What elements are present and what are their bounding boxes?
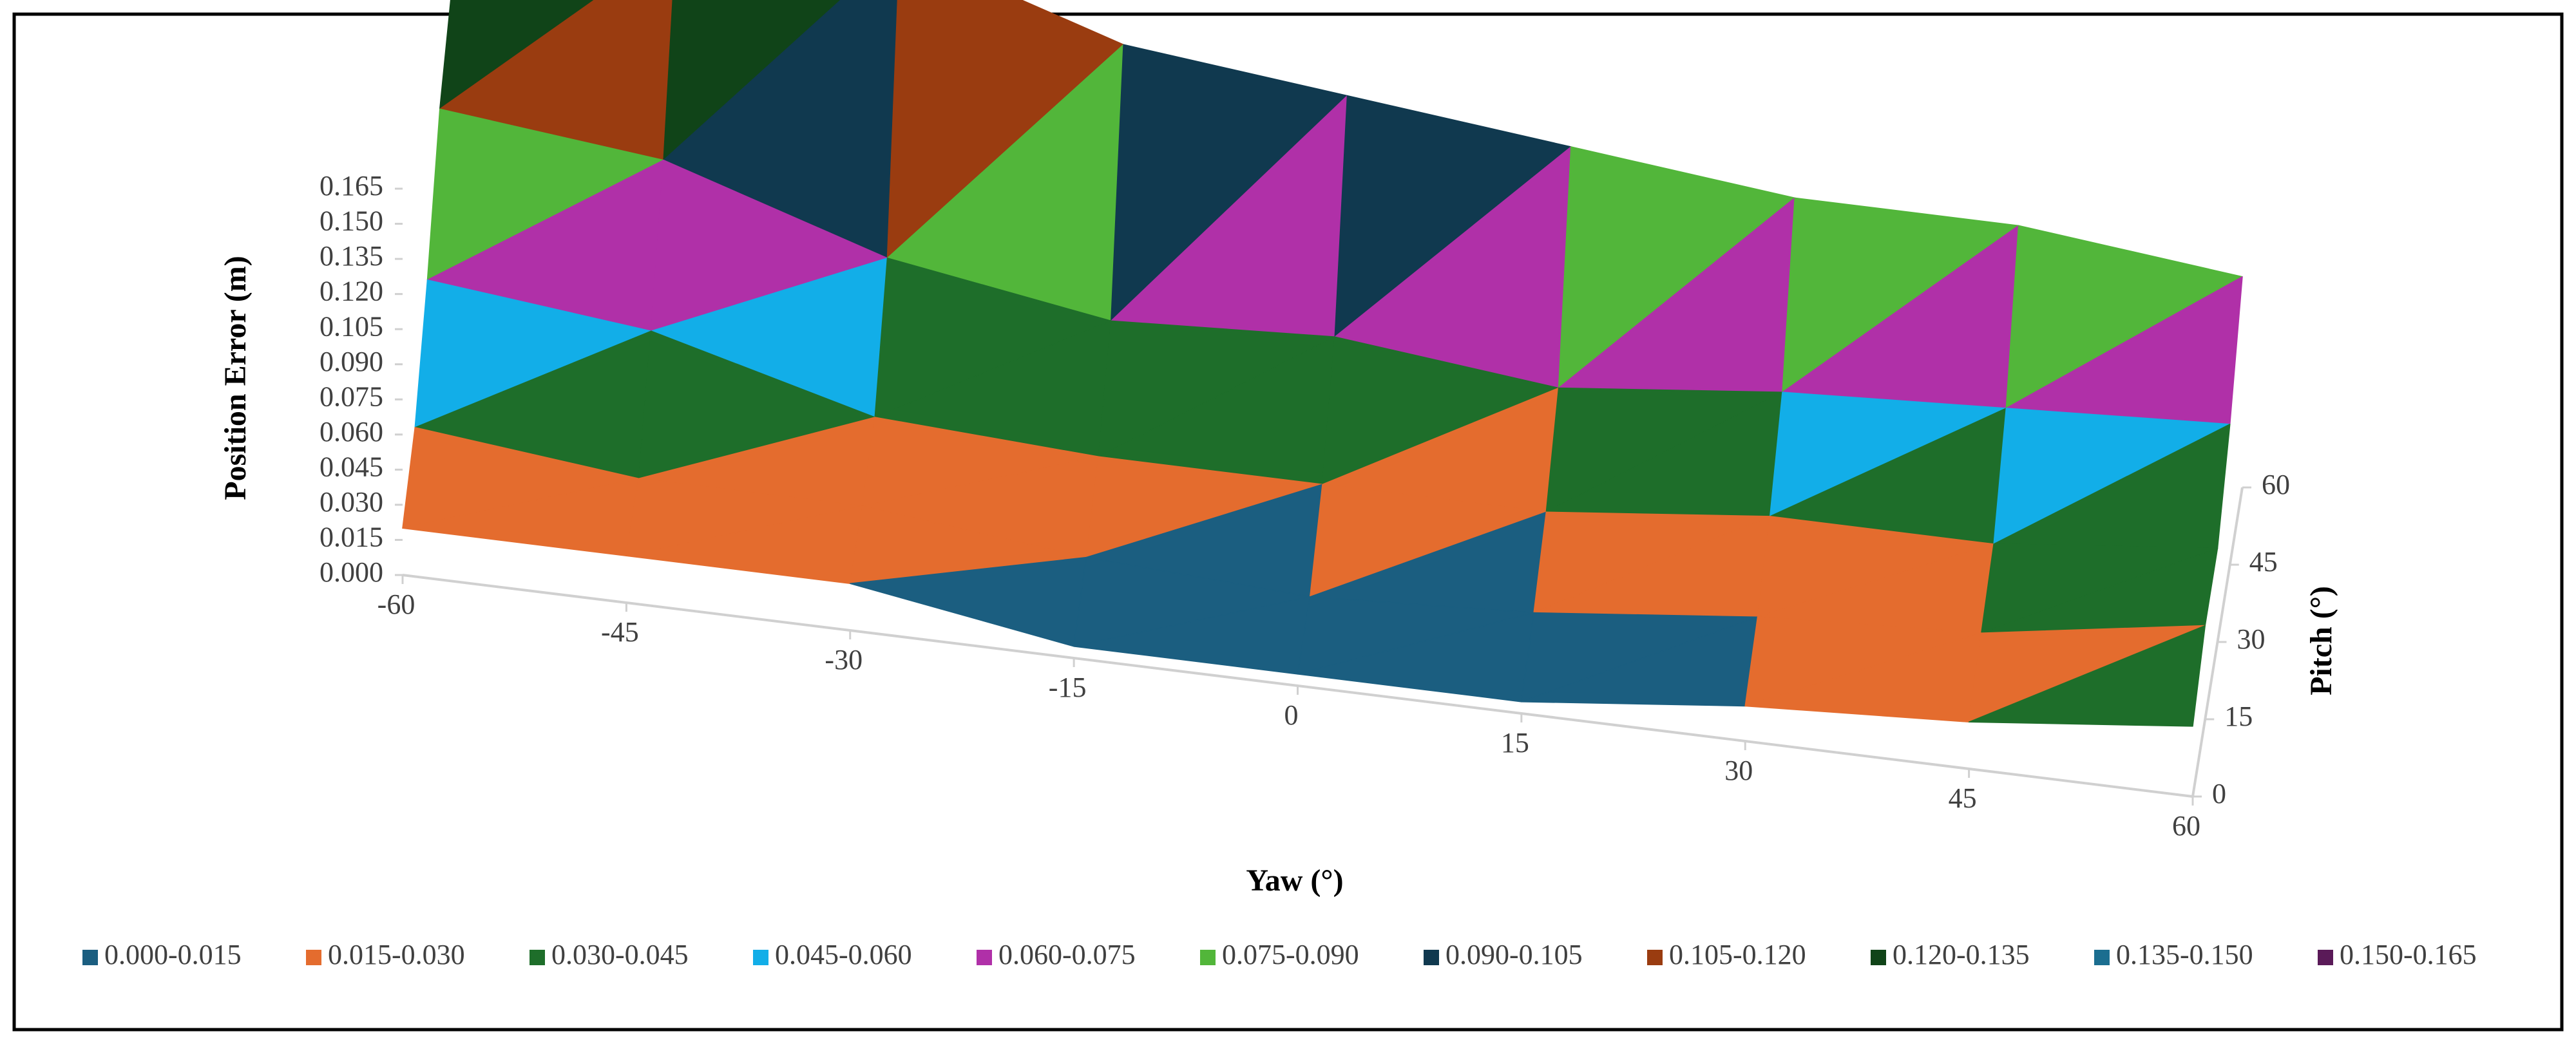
z-tick-label: 0.135: [320, 240, 383, 272]
z-tick-label: 0.165: [320, 170, 383, 202]
y-tick-label: 15: [2224, 701, 2253, 732]
legend-swatch: [753, 950, 768, 965]
x-tick-label: 30: [1724, 755, 1753, 786]
y-tick-label: 45: [2249, 546, 2278, 578]
z-tick-label: 0.105: [320, 310, 383, 342]
legend-label: 0.030-0.045: [551, 939, 689, 970]
border: [12, 12, 2564, 1032]
x-tick-label: 15: [1501, 727, 1529, 759]
z-tick-label: 0.030: [320, 486, 383, 518]
legend-swatch: [1647, 950, 1663, 965]
x-tick-label: 45: [1949, 782, 1977, 814]
z-tick-label: 0.015: [320, 522, 383, 553]
legend-label: 0.135-0.150: [2116, 939, 2253, 970]
z-tick-label: 0.075: [320, 381, 383, 412]
z-axis-title: Position Error (m): [218, 256, 253, 500]
x-tick-label: -15: [1049, 672, 1087, 703]
legend-swatch: [1424, 950, 1439, 965]
x-axis-title: Yaw (°): [1246, 863, 1343, 898]
legend-label: 0.045-0.060: [775, 939, 912, 970]
legend-label: 0.015-0.030: [328, 939, 465, 970]
legend-swatch: [2318, 950, 2333, 965]
legend-swatch: [530, 950, 545, 965]
z-tick-label: 0.060: [320, 416, 383, 448]
z-tick-label: 0.045: [320, 451, 383, 482]
legend-swatch: [306, 950, 321, 965]
x-tick-label: 60: [2172, 810, 2200, 842]
legend-label: 0.090-0.105: [1445, 939, 1583, 970]
x-tick-label: -45: [601, 616, 639, 648]
legend-swatch: [82, 950, 98, 965]
legend-swatch: [977, 950, 992, 965]
z-tick-label: 0.150: [320, 205, 383, 237]
x-tick-label: 0: [1284, 699, 1299, 731]
surface-facet: [1968, 625, 2206, 727]
x-tick-label: -30: [825, 644, 863, 675]
y-tick-label: 30: [2237, 623, 2266, 655]
legend-label: 0.105-0.120: [1669, 939, 1806, 970]
z-tick-label: 0.090: [320, 346, 383, 377]
z-tick-label: 0.120: [320, 276, 383, 307]
legend-label: 0.000-0.015: [104, 939, 242, 970]
legend-label: 0.060-0.075: [998, 939, 1136, 970]
legend-swatch: [1200, 950, 1216, 965]
legend-swatch: [2094, 950, 2110, 965]
legend-label: 0.120-0.135: [1893, 939, 2030, 970]
legend-label: 0.150-0.165: [2340, 939, 2477, 970]
y-tick-label: 60: [2262, 469, 2290, 500]
z-tick-label: 0.000: [320, 556, 383, 588]
y-axis-title: Pitch (°): [2304, 586, 2338, 695]
legend-label: 0.075-0.090: [1222, 939, 1359, 970]
y-tick-label: 0: [2212, 778, 2226, 809]
legend-swatch: [1871, 950, 1886, 965]
x-tick-label: -60: [377, 589, 415, 620]
